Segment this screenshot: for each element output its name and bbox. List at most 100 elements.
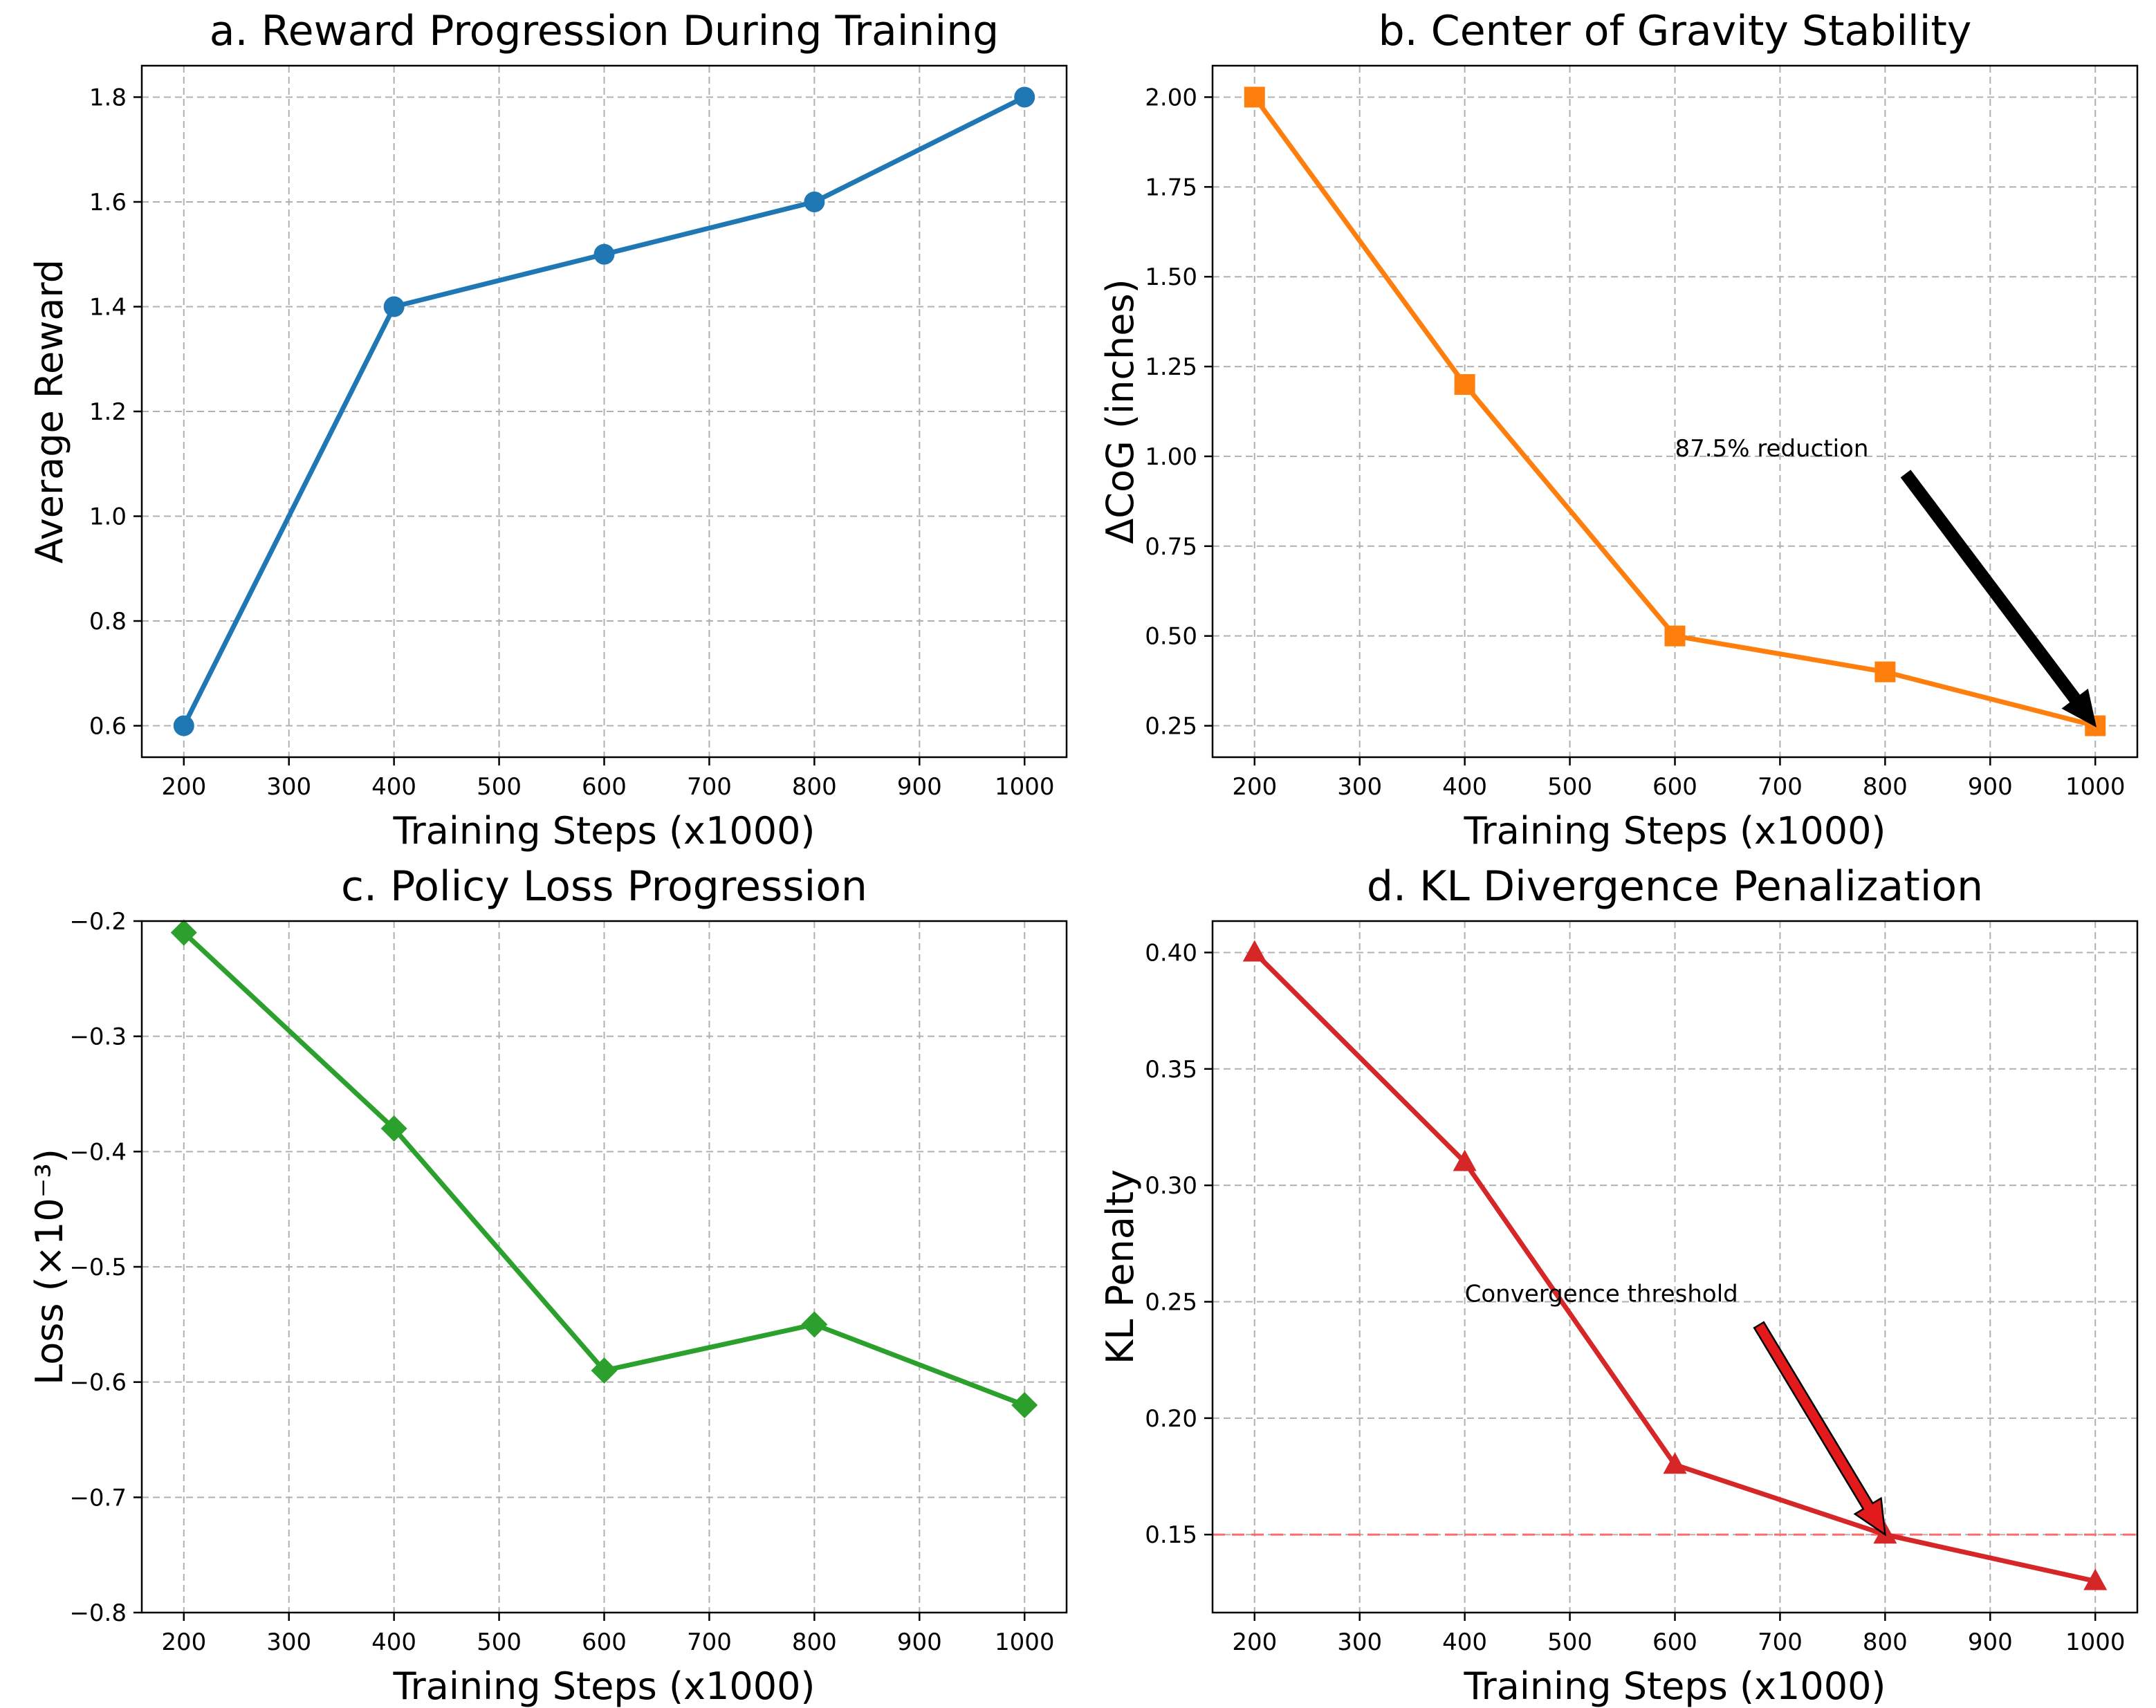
x-tick-label: 500	[1547, 773, 1592, 801]
x-axis-label: Training Steps (x1000)	[1463, 809, 1886, 853]
x-tick-label: 300	[1337, 773, 1382, 801]
x-tick-label: 1000	[2065, 773, 2126, 801]
y-tick-label: 0.20	[1145, 1405, 1197, 1433]
y-tick-label: −0.4	[69, 1138, 127, 1166]
y-tick-label: −0.8	[69, 1599, 127, 1627]
x-tick-label: 500	[477, 1628, 522, 1656]
y-tick-label: 0.15	[1145, 1521, 1197, 1549]
annotation-arrow	[1753, 1321, 1886, 1537]
y-tick-label: 2.00	[1145, 84, 1197, 111]
y-tick-label: 0.8	[89, 608, 127, 635]
x-tick-label: 200	[1232, 1628, 1277, 1656]
x-tick-label: 900	[897, 1628, 942, 1656]
data-point	[804, 191, 825, 212]
x-tick-label: 800	[1863, 1628, 1908, 1656]
data-point	[801, 1311, 828, 1338]
x-tick-label: 1000	[995, 1628, 1055, 1656]
y-tick-label: 0.40	[1145, 939, 1197, 967]
x-axis-label: Training Steps (x1000)	[1463, 1664, 1886, 1708]
x-tick-label: 200	[1232, 773, 1277, 801]
y-tick-label: −0.2	[69, 908, 127, 936]
x-tick-label: 800	[792, 773, 837, 801]
x-tick-label: 200	[161, 773, 206, 801]
y-tick-label: 0.30	[1145, 1172, 1197, 1200]
x-axis-label: Training Steps (x1000)	[392, 1664, 815, 1708]
plot-frame	[1211, 920, 2139, 1614]
data-point	[593, 243, 615, 265]
x-tick-label: 300	[1337, 1628, 1382, 1656]
data-point	[1242, 940, 1266, 962]
y-tick-label: 1.75	[1145, 174, 1197, 201]
x-tick-label: 400	[1442, 773, 1487, 801]
x-tick-label: 300	[266, 773, 311, 801]
x-tick-label: 400	[371, 773, 416, 801]
chart-title: c. Policy Loss Progression	[341, 862, 867, 911]
plot-frame	[140, 64, 1068, 759]
chart-title: b. Center of Gravity Stability	[1379, 7, 1972, 55]
data-point	[383, 296, 405, 317]
x-tick-label: 400	[1442, 1628, 1487, 1656]
data-point	[170, 919, 197, 946]
y-tick-label: 1.25	[1145, 353, 1197, 381]
y-tick-label: 1.50	[1145, 263, 1197, 291]
y-axis-label: ΔCoG (inches)	[1098, 279, 1142, 544]
x-tick-label: 1000	[2065, 1628, 2126, 1656]
x-tick-label: 600	[582, 1628, 627, 1656]
x-tick-label: 1000	[995, 773, 1055, 801]
chart-title: d. KL Divergence Penalization	[1367, 862, 1983, 911]
data-point	[1663, 1452, 1687, 1474]
y-tick-label: −0.6	[69, 1369, 127, 1397]
x-tick-label: 600	[1652, 1628, 1697, 1656]
x-tick-label: 200	[161, 1628, 206, 1656]
x-tick-label: 700	[1758, 1628, 1803, 1656]
y-tick-label: 0.25	[1145, 713, 1197, 741]
data-point	[380, 1115, 407, 1142]
y-tick-label: 0.25	[1145, 1289, 1197, 1317]
chart-title: a. Reward Progression During Training	[210, 7, 999, 55]
x-tick-label: 500	[477, 773, 522, 801]
x-tick-label: 500	[1547, 1628, 1592, 1656]
chart-panel-c: 200 300 400 500 600 700 800 900 1000 −0.8 −0.7 −0.6…	[28, 862, 1068, 1708]
chart-panel-b: 200 300 400 500 600 700 800 900 1000 0.25 0.50 0.75…	[1098, 7, 2139, 853]
x-tick-label: 300	[266, 1628, 311, 1656]
y-tick-label: −0.7	[69, 1484, 127, 1512]
annotation-arrow	[1900, 470, 2097, 727]
data-point	[1453, 1149, 1477, 1171]
y-tick-label: 1.8	[89, 84, 127, 111]
y-tick-label: 1.0	[89, 503, 127, 531]
y-tick-label: 0.50	[1145, 623, 1197, 651]
y-tick-label: −0.5	[69, 1254, 127, 1281]
data-point	[1664, 625, 1686, 647]
x-tick-label: 900	[1968, 773, 2013, 801]
plot-frame	[1211, 64, 2139, 759]
plot-frame	[140, 920, 1068, 1614]
data-point	[1454, 374, 1475, 396]
x-tick-label: 900	[1968, 1628, 2013, 1656]
x-tick-label: 600	[1652, 773, 1697, 801]
data-point	[1874, 661, 1896, 683]
data-point	[1014, 86, 1035, 108]
annotation-label: 87.5% reduction	[1675, 435, 1869, 463]
y-tick-label: 0.35	[1145, 1056, 1197, 1084]
x-tick-label: 700	[687, 1628, 732, 1656]
annotation-label: Convergence threshold	[1465, 1281, 1738, 1308]
data-point	[1244, 86, 1265, 108]
x-tick-label: 900	[897, 773, 942, 801]
chart-panel-a: 200 300 400 500 600 700 800 900 1000 0.6 0.8 1.0 1.2…	[28, 7, 1068, 853]
y-tick-label: 1.00	[1145, 443, 1197, 471]
y-tick-label: 1.4	[89, 293, 127, 321]
chart-panel-d: 200 300 400 500 600 700 800 900 1000 0.15 0.20 0.25…	[1098, 862, 2139, 1708]
y-tick-label: 0.6	[89, 713, 127, 741]
data-point	[173, 715, 194, 736]
x-tick-label: 700	[687, 773, 732, 801]
x-tick-label: 800	[1863, 773, 1908, 801]
data-point	[2083, 1568, 2108, 1590]
x-axis-label: Training Steps (x1000)	[392, 809, 815, 853]
x-tick-label: 800	[792, 1628, 837, 1656]
y-axis-label: Average Reward	[28, 259, 71, 564]
y-tick-label: −0.3	[69, 1023, 127, 1051]
y-tick-label: 1.6	[89, 189, 127, 216]
x-tick-label: 600	[582, 773, 627, 801]
y-tick-label: 0.75	[1145, 533, 1197, 561]
